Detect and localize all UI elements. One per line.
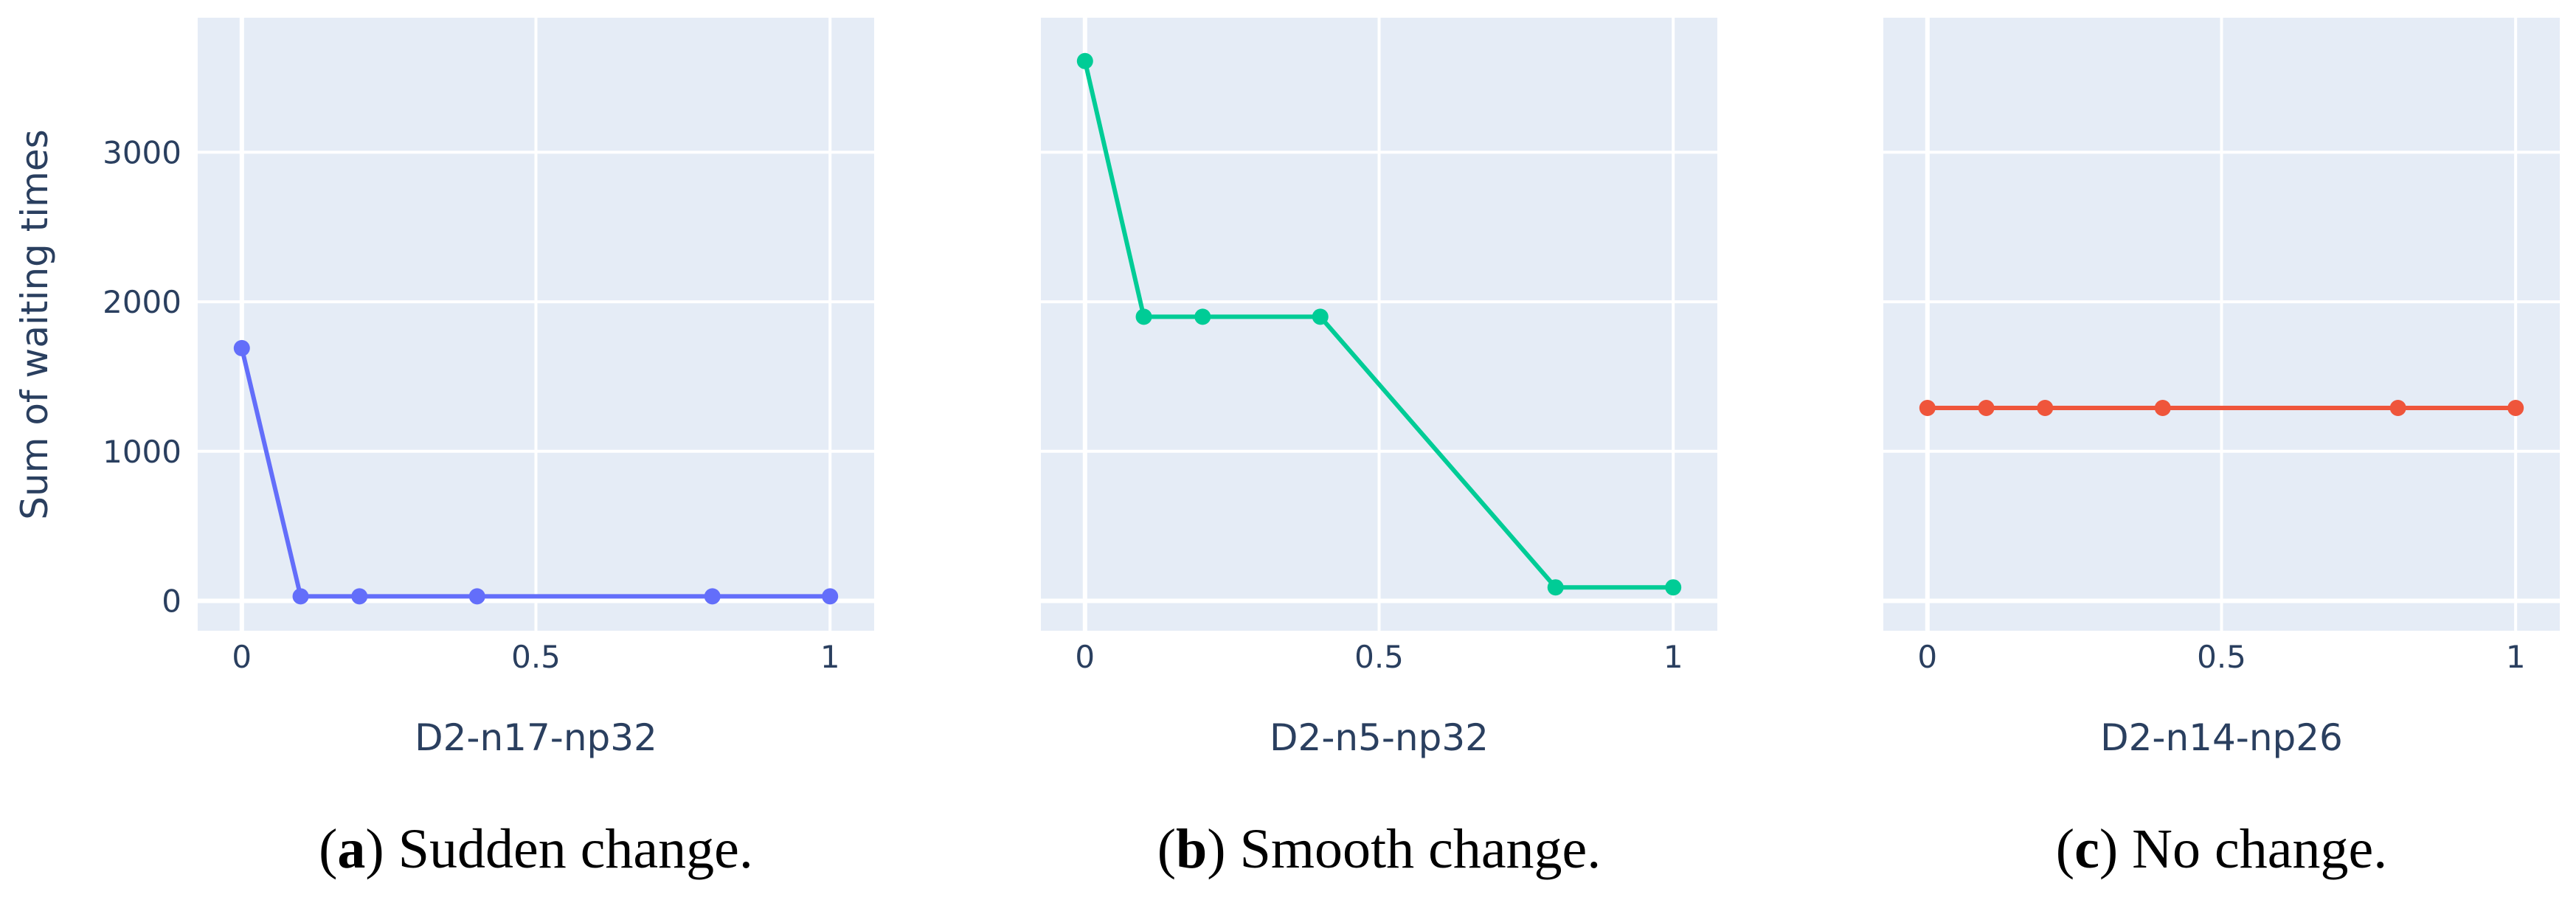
y-tick-label: 1000 <box>103 434 181 470</box>
x-tick-label: 0 <box>1917 639 1937 675</box>
caption-open-paren: ( <box>319 818 337 880</box>
x-axis-title: D2-n14-np26 <box>2100 716 2343 759</box>
data-point <box>1194 308 1211 325</box>
data-point <box>292 588 309 605</box>
data-point <box>1312 308 1329 325</box>
panel-b: 0 0.5 1 D2-n5-np32 (b) Smooth change. <box>1041 18 1717 880</box>
caption-close-paren: ) <box>2099 818 2118 880</box>
caption-close-paren: ) <box>365 818 384 880</box>
data-point <box>704 588 721 605</box>
x-tick-label: 0.5 <box>1354 639 1404 675</box>
caption-close-paren: ) <box>1207 818 1225 880</box>
panel-c: 0 0.5 1 D2-n14-np26 (c) No change. <box>1883 18 2560 880</box>
x-tick-label: 1 <box>820 639 840 675</box>
caption-text: Smooth change. <box>1226 818 1602 880</box>
panel-a: 0 1000 2000 3000 0 0.5 1 D2-n17-np32 (a) Sudden … <box>103 18 874 880</box>
caption-open-paren: ( <box>2056 818 2074 880</box>
y-axis-title: Sum of waiting times <box>13 129 56 519</box>
x-tick-label: 0.5 <box>2197 639 2246 675</box>
panel-caption: (b) Smooth change. <box>1157 818 1602 880</box>
x-axis-title: D2-n5-np32 <box>1270 716 1489 759</box>
y-tick-label: 2000 <box>103 284 181 320</box>
series-line <box>1082 60 1674 590</box>
data-point <box>2507 400 2524 417</box>
panel-caption: (a) Sudden change. <box>319 818 753 880</box>
x-tick-label: 0 <box>232 639 252 675</box>
data-point <box>2037 400 2054 417</box>
data-point <box>1135 308 1152 325</box>
caption-letter: c <box>2074 818 2099 880</box>
data-point <box>2389 400 2406 417</box>
x-tick-label: 0.5 <box>511 639 561 675</box>
series-line <box>239 347 831 599</box>
x-tick-label: 0 <box>1075 639 1095 675</box>
data-point <box>1665 579 1682 596</box>
x-tick-label: 1 <box>2506 639 2526 675</box>
caption-text: No change. <box>2118 818 2387 880</box>
x-axis-title: D2-n17-np32 <box>415 716 657 759</box>
y-tick-label: 3000 <box>103 134 181 170</box>
panel-caption: (c) No change. <box>2056 818 2387 880</box>
y-tick-label: 0 <box>162 583 181 619</box>
data-point <box>468 588 485 605</box>
data-point <box>2154 400 2171 417</box>
data-point <box>1978 400 1995 417</box>
data-point <box>1919 400 1936 417</box>
caption-letter: b <box>1176 818 1207 880</box>
data-point <box>351 588 368 605</box>
data-point <box>1076 52 1093 69</box>
x-tick-label: 1 <box>1663 639 1683 675</box>
data-point <box>233 339 250 356</box>
caption-letter: a <box>337 818 365 880</box>
data-point <box>822 588 839 605</box>
caption-text: Sudden change. <box>384 818 753 880</box>
caption-open-paren: ( <box>1157 818 1176 880</box>
data-point <box>1547 579 1564 596</box>
